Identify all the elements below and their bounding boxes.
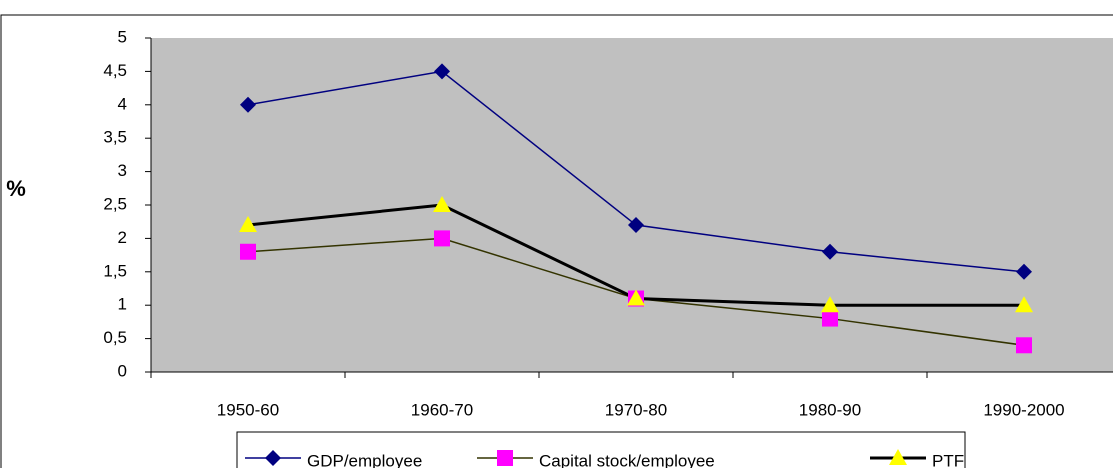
marker-square [1016, 337, 1032, 354]
marker-diamond [628, 217, 644, 234]
x-tick-label: 1990-2000 [983, 400, 1064, 419]
marker-triangle [627, 289, 645, 306]
x-tick-label: 1980-90 [799, 400, 861, 419]
legend-label: PTF [932, 451, 964, 468]
y-tick-label: 1 [118, 295, 127, 314]
marker-triangle [821, 296, 839, 313]
y-tick-label: 2 [118, 228, 127, 247]
y-tick-label: 2,5 [103, 194, 127, 213]
y-axis-label: % [6, 176, 26, 201]
y-tick-label: 4,5 [103, 61, 127, 80]
marker-triangle [433, 196, 451, 212]
legend-label: Capital stock/employee [539, 451, 715, 468]
marker-triangle [239, 216, 257, 233]
y-tick-label: 3,5 [103, 128, 127, 147]
y-tick-label: 0 [118, 361, 127, 380]
marker-diamond [265, 450, 281, 466]
legend-box [236, 431, 966, 468]
marker-square [822, 310, 838, 327]
x-tick-label: 1960-70 [411, 400, 473, 419]
marker-square [497, 450, 513, 466]
y-tick-label: 1,5 [103, 261, 127, 280]
marker-diamond [240, 96, 256, 113]
x-tick-label: 1970-80 [605, 400, 667, 419]
legend-label: GDP/employee [307, 451, 422, 468]
marker-square [434, 230, 450, 247]
marker-diamond [822, 243, 838, 260]
marker-triangle [889, 449, 907, 465]
chart-frame [0, 14, 1113, 468]
marker-diamond [1016, 263, 1032, 280]
marker-triangle [1015, 296, 1033, 313]
y-tick-label: 5 [118, 27, 127, 46]
x-tick-label: 1950-60 [217, 400, 279, 419]
marker-square [240, 243, 256, 260]
marker-diamond [434, 63, 450, 80]
y-tick-label: 4 [118, 94, 127, 113]
y-tick-label: 0,5 [103, 328, 127, 347]
y-tick-label: 3 [118, 161, 127, 180]
plot-area [151, 38, 1113, 372]
